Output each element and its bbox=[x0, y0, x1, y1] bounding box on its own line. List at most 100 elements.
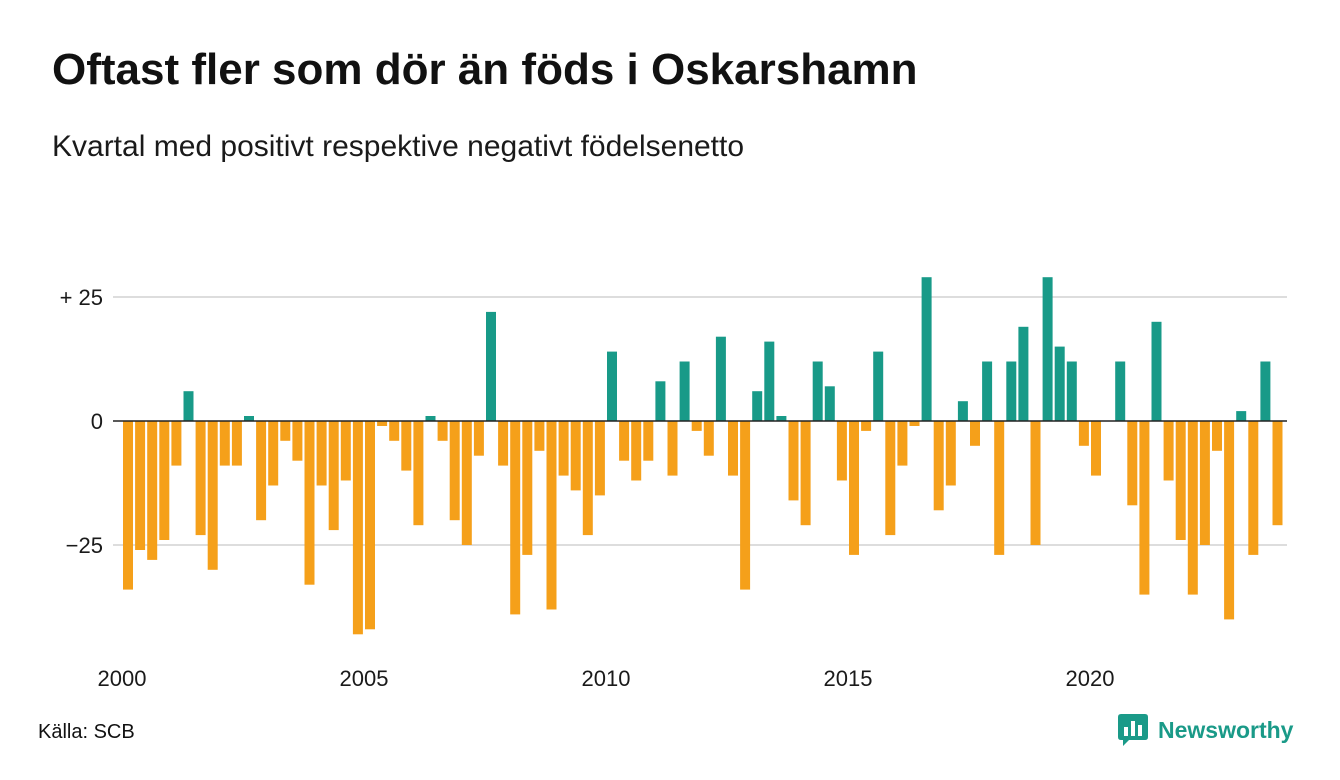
bar-2021-Q2 bbox=[1151, 321, 1162, 421]
bar-2008-Q2 bbox=[522, 421, 533, 555]
bar-2011-Q2 bbox=[667, 421, 678, 476]
chart-title: Oftast fler som dör än föds i Oskarshamn bbox=[52, 45, 918, 94]
bar-2014-Q3 bbox=[824, 386, 835, 421]
bar-2018-Q3 bbox=[1018, 326, 1029, 421]
bar-2016-Q3 bbox=[921, 277, 932, 421]
bar-2020-Q4 bbox=[1127, 421, 1138, 506]
bar-2000-Q2 bbox=[135, 421, 146, 550]
bars bbox=[123, 277, 1283, 635]
source-note: Källa: SCB bbox=[38, 721, 135, 743]
bar-2021-Q3 bbox=[1163, 421, 1174, 481]
bar-2005-Q1 bbox=[365, 421, 375, 630]
y-tick-label: −25 bbox=[66, 533, 103, 558]
bar-2015-Q2 bbox=[861, 421, 872, 431]
bar-2000-Q4 bbox=[159, 421, 170, 540]
x-tick-label: 2010 bbox=[582, 666, 631, 691]
bar-2019-Q2 bbox=[1054, 346, 1065, 421]
bar-2015-Q4 bbox=[885, 421, 896, 536]
bar-2004-Q4 bbox=[352, 421, 363, 635]
bar-2010-Q2 bbox=[619, 421, 630, 461]
bar-2014-Q4 bbox=[836, 421, 847, 481]
bar-2022-Q1 bbox=[1187, 421, 1198, 595]
bar-2016-Q2 bbox=[909, 421, 920, 426]
bar-2018-Q2 bbox=[1006, 361, 1017, 421]
bar-2013-Q1 bbox=[752, 391, 763, 421]
bar-2022-Q3 bbox=[1212, 421, 1222, 451]
bar-2017-Q2 bbox=[957, 401, 968, 421]
bar-2019-Q1 bbox=[1042, 277, 1053, 421]
bar-2006-Q4 bbox=[449, 421, 460, 521]
bar-2004-Q1 bbox=[316, 421, 327, 486]
brand-name: Newsworthy bbox=[1158, 717, 1294, 743]
bar-2001-Q4 bbox=[207, 421, 218, 570]
x-tick-label: 2015 bbox=[824, 666, 873, 691]
bar-2018-Q1 bbox=[994, 421, 1005, 555]
newsworthy-logo-icon bbox=[1118, 714, 1148, 746]
bar-2009-Q3 bbox=[582, 421, 593, 536]
bar-2000-Q3 bbox=[147, 421, 158, 560]
bar-2002-Q2 bbox=[231, 421, 242, 466]
bar-2008-Q4 bbox=[546, 421, 557, 610]
bar-2023-Q4 bbox=[1272, 421, 1283, 526]
bar-2018-Q4 bbox=[1030, 421, 1041, 545]
bar-2014-Q2 bbox=[812, 361, 823, 421]
bar-2022-Q4 bbox=[1224, 421, 1235, 620]
bar-2023-Q2 bbox=[1248, 421, 1259, 555]
bar-2009-Q1 bbox=[558, 421, 569, 476]
bar-2007-Q1 bbox=[461, 421, 472, 545]
bar-2013-Q4 bbox=[788, 421, 799, 501]
y-tick-label: + 25 bbox=[60, 285, 103, 310]
bar-2010-Q4 bbox=[643, 421, 654, 461]
bar-2015-Q1 bbox=[849, 421, 859, 555]
bar-2002-Q4 bbox=[256, 421, 267, 521]
bar-2012-Q2 bbox=[715, 336, 726, 421]
bar-2001-Q1 bbox=[171, 421, 182, 466]
bar-2008-Q3 bbox=[534, 421, 545, 451]
x-tick-label: 2005 bbox=[340, 666, 389, 691]
bar-2003-Q1 bbox=[268, 421, 279, 486]
chart-subtitle: Kvartal med positivt respektive negativt… bbox=[52, 130, 745, 163]
bar-2013-Q2 bbox=[764, 341, 775, 421]
bar-2007-Q3 bbox=[486, 311, 496, 421]
bar-2003-Q2 bbox=[280, 421, 291, 441]
x-tick-label: 2000 bbox=[98, 666, 147, 691]
bar-2016-Q4 bbox=[933, 421, 944, 511]
bar-2019-Q3 bbox=[1066, 361, 1077, 421]
bar-2007-Q4 bbox=[498, 421, 509, 466]
bar-2012-Q3 bbox=[728, 421, 738, 476]
bar-2017-Q4 bbox=[982, 361, 993, 421]
bar-2001-Q2 bbox=[183, 391, 194, 421]
bar-2008-Q1 bbox=[510, 421, 521, 615]
y-tick-label: 0 bbox=[91, 409, 103, 434]
bar-2011-Q3 bbox=[679, 361, 690, 421]
bar-2017-Q3 bbox=[970, 421, 980, 446]
bar-2012-Q1 bbox=[703, 421, 714, 456]
bar-2007-Q2 bbox=[473, 421, 484, 456]
bar-2004-Q2 bbox=[328, 421, 339, 531]
bar-2020-Q3 bbox=[1115, 361, 1126, 421]
bar-2013-Q3 bbox=[776, 416, 787, 421]
bar-2005-Q3 bbox=[389, 421, 400, 441]
x-tick-label: 2020 bbox=[1066, 666, 1115, 691]
bar-2016-Q1 bbox=[897, 421, 908, 466]
bar-2000-Q1 bbox=[123, 421, 133, 590]
bar-2006-Q2 bbox=[425, 416, 436, 421]
bar-2006-Q1 bbox=[413, 421, 424, 526]
bar-2022-Q2 bbox=[1199, 421, 1210, 545]
bar-2011-Q1 bbox=[655, 381, 666, 421]
bar-2023-Q1 bbox=[1236, 411, 1247, 421]
bar-2015-Q3 bbox=[873, 351, 884, 421]
bar-2017-Q1 bbox=[945, 421, 956, 486]
bar-2010-Q1 bbox=[607, 351, 617, 421]
bar-2006-Q3 bbox=[437, 421, 448, 441]
bar-2021-Q4 bbox=[1175, 421, 1186, 540]
bar-2002-Q3 bbox=[244, 416, 254, 421]
bar-2005-Q4 bbox=[401, 421, 412, 471]
y-axis-ticks: + 25 0 −25 bbox=[60, 285, 103, 558]
bar-2003-Q4 bbox=[304, 421, 315, 585]
bar-2023-Q3 bbox=[1260, 361, 1271, 421]
bar-2009-Q2 bbox=[570, 421, 581, 491]
x-axis-ticks: 2000 2005 2010 2015 2020 bbox=[98, 666, 1115, 691]
bar-2001-Q3 bbox=[195, 421, 206, 536]
